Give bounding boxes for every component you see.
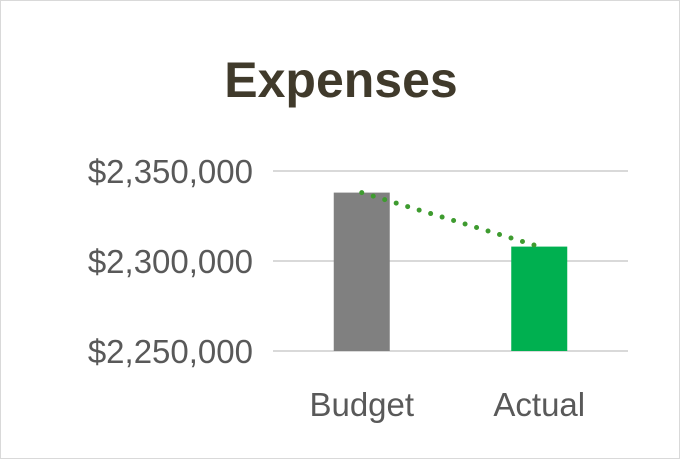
y-tick-label: $2,250,000 (88, 333, 253, 370)
bar-actual (511, 246, 568, 351)
chart-title: Expenses (224, 52, 457, 108)
gridlines (273, 170, 628, 352)
x-axis-tick-labels: Budget Actual (309, 386, 585, 423)
y-axis-tick-labels: $2,250,000 $2,300,000 $2,350,000 (88, 153, 253, 370)
y-tick-label: $2,350,000 (88, 153, 253, 190)
y-tick-label: $2,300,000 (88, 243, 253, 280)
trendline-path (359, 190, 542, 250)
bars (333, 192, 568, 351)
trendline (359, 190, 542, 250)
x-tick-label-actual: Actual (493, 386, 585, 423)
x-tick-label-budget: Budget (309, 386, 414, 423)
bar-budget (333, 192, 390, 351)
